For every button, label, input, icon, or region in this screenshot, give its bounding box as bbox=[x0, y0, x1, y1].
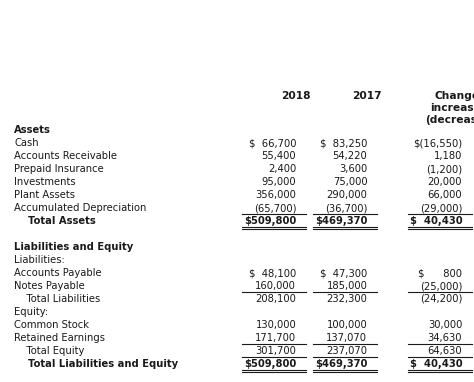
Text: $469,370: $469,370 bbox=[315, 359, 367, 369]
Text: 137,070: 137,070 bbox=[327, 333, 367, 343]
Text: $509,800: $509,800 bbox=[244, 359, 296, 369]
Text: Accumulated Depreciation: Accumulated Depreciation bbox=[14, 203, 146, 213]
Text: 3,600: 3,600 bbox=[339, 164, 367, 174]
Text: 171,700: 171,700 bbox=[255, 333, 296, 343]
Text: $  66,700: $ 66,700 bbox=[249, 138, 296, 148]
Text: $  40,430: $ 40,430 bbox=[410, 216, 462, 226]
Text: 1,180: 1,180 bbox=[434, 151, 462, 161]
Text: 232,300: 232,300 bbox=[327, 294, 367, 304]
Text: Total Liabilities and Equity: Total Liabilities and Equity bbox=[14, 359, 178, 369]
Text: 2,400: 2,400 bbox=[268, 164, 296, 174]
Text: 66,000: 66,000 bbox=[428, 190, 462, 200]
Text: 130,000: 130,000 bbox=[255, 320, 296, 330]
Text: 237,070: 237,070 bbox=[327, 346, 367, 356]
Text: $      800: $ 800 bbox=[418, 268, 462, 278]
Text: (29,000): (29,000) bbox=[420, 203, 462, 213]
Text: Common Stock: Common Stock bbox=[14, 320, 89, 330]
Text: Equity:: Equity: bbox=[14, 307, 48, 317]
Text: $  83,250: $ 83,250 bbox=[320, 138, 367, 148]
Text: 301,700: 301,700 bbox=[255, 346, 296, 356]
Text: $(16,550): $(16,550) bbox=[413, 138, 462, 148]
Text: $  40,430: $ 40,430 bbox=[410, 359, 462, 369]
Text: 160,000: 160,000 bbox=[255, 281, 296, 291]
Text: 2018: 2018 bbox=[282, 91, 311, 102]
Text: 208,100: 208,100 bbox=[255, 294, 296, 304]
Text: $  48,100: $ 48,100 bbox=[249, 268, 296, 278]
Text: Prepaid Insurance: Prepaid Insurance bbox=[14, 164, 104, 174]
Text: Assets: Assets bbox=[14, 125, 51, 135]
Text: 64,630: 64,630 bbox=[428, 346, 462, 356]
Text: 54,220: 54,220 bbox=[333, 151, 367, 161]
Text: 75,000: 75,000 bbox=[333, 177, 367, 187]
Text: Investments: Investments bbox=[14, 177, 76, 187]
Text: Notes Payable: Notes Payable bbox=[14, 281, 85, 291]
Text: Comparative Balance Sheet: Comparative Balance Sheet bbox=[140, 34, 334, 48]
Text: Liabilities:: Liabilities: bbox=[14, 255, 65, 265]
Text: Accounts Receivable: Accounts Receivable bbox=[14, 151, 117, 161]
Text: (65,700): (65,700) bbox=[254, 203, 296, 213]
Text: $469,370: $469,370 bbox=[315, 216, 367, 226]
Text: Total Assets: Total Assets bbox=[14, 216, 96, 226]
Text: (1,200): (1,200) bbox=[426, 164, 462, 174]
Text: $  47,300: $ 47,300 bbox=[320, 268, 367, 278]
Text: Plant Assets: Plant Assets bbox=[14, 190, 75, 200]
Text: VIRTUAL CO.: VIRTUAL CO. bbox=[191, 10, 283, 23]
Text: (25,000): (25,000) bbox=[420, 281, 462, 291]
Text: Liabilities and Equity: Liabilities and Equity bbox=[14, 242, 134, 252]
Text: Accounts Payable: Accounts Payable bbox=[14, 268, 102, 278]
Text: (36,700): (36,700) bbox=[325, 203, 367, 213]
Text: Change
increase/
(decrease): Change increase/ (decrease) bbox=[425, 91, 474, 125]
Text: 356,000: 356,000 bbox=[255, 190, 296, 200]
Text: Retained Earnings: Retained Earnings bbox=[14, 333, 105, 343]
Text: $509,800: $509,800 bbox=[244, 216, 296, 226]
Text: 20,000: 20,000 bbox=[428, 177, 462, 187]
Text: 2017: 2017 bbox=[353, 91, 382, 102]
Text: 95,000: 95,000 bbox=[262, 177, 296, 187]
Text: Cash: Cash bbox=[14, 138, 39, 148]
Text: Total Liabilities: Total Liabilities bbox=[14, 294, 100, 304]
Text: 185,000: 185,000 bbox=[327, 281, 367, 291]
Text: December 31: December 31 bbox=[191, 59, 283, 72]
Text: Total Equity: Total Equity bbox=[14, 346, 84, 356]
Text: (24,200): (24,200) bbox=[420, 294, 462, 304]
Text: 290,000: 290,000 bbox=[327, 190, 367, 200]
Text: 100,000: 100,000 bbox=[327, 320, 367, 330]
Text: 55,400: 55,400 bbox=[262, 151, 296, 161]
Text: 34,630: 34,630 bbox=[428, 333, 462, 343]
Text: 30,000: 30,000 bbox=[428, 320, 462, 330]
